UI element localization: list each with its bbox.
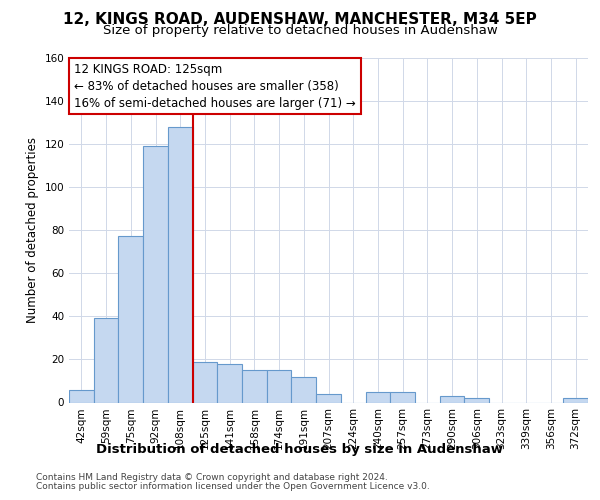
Bar: [94, 318, 118, 402]
Bar: [217, 364, 242, 403]
Text: 12 KINGS ROAD: 125sqm
← 83% of detached houses are smaller (358)
16% of semi-det: 12 KINGS ROAD: 125sqm ← 83% of detached …: [74, 62, 356, 110]
Bar: [292, 376, 316, 402]
Bar: [365, 392, 390, 402]
Bar: [69, 390, 94, 402]
Text: Size of property relative to detached houses in Audenshaw: Size of property relative to detached ho…: [103, 24, 497, 37]
Bar: [242, 370, 267, 402]
Text: 12, KINGS ROAD, AUDENSHAW, MANCHESTER, M34 5EP: 12, KINGS ROAD, AUDENSHAW, MANCHESTER, M…: [63, 12, 537, 28]
Bar: [563, 398, 588, 402]
Text: Distribution of detached houses by size in Audenshaw: Distribution of detached houses by size …: [97, 442, 503, 456]
Bar: [316, 394, 341, 402]
Bar: [464, 398, 489, 402]
Bar: [143, 146, 168, 403]
Y-axis label: Number of detached properties: Number of detached properties: [26, 137, 39, 323]
Bar: [193, 362, 217, 403]
Bar: [118, 236, 143, 402]
Text: Contains public sector information licensed under the Open Government Licence v3: Contains public sector information licen…: [36, 482, 430, 491]
Bar: [168, 126, 193, 402]
Bar: [390, 392, 415, 402]
Bar: [267, 370, 292, 402]
Text: Contains HM Land Registry data © Crown copyright and database right 2024.: Contains HM Land Registry data © Crown c…: [36, 472, 388, 482]
Bar: [440, 396, 464, 402]
